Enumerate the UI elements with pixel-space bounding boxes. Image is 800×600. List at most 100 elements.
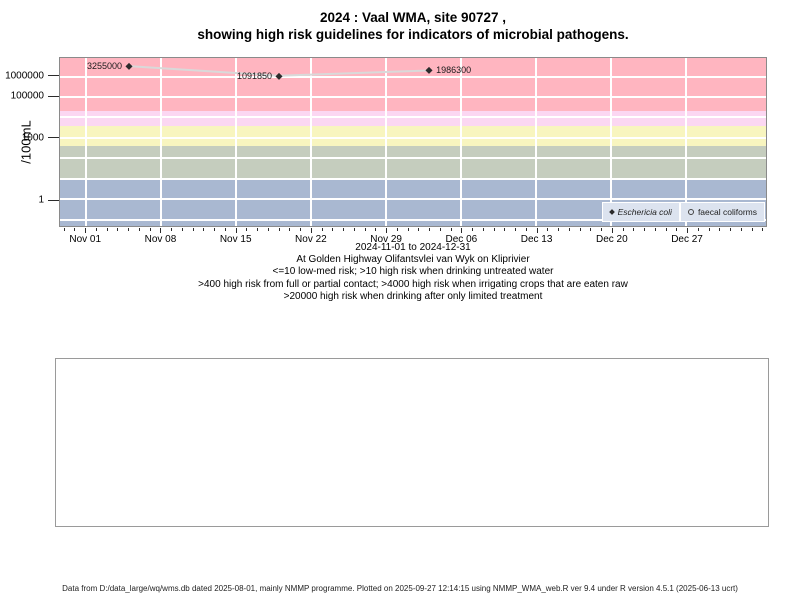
- x-axis-minor-tick: [762, 228, 764, 231]
- x-axis-major-tick: [536, 228, 538, 233]
- y-axis-tick-label: 1000: [21, 132, 44, 144]
- chart-title: 2024 : Vaal WMA, site 90727 , showing hi…: [59, 9, 767, 43]
- vertical-gridline: [685, 58, 688, 226]
- y-axis-tick: [48, 75, 59, 77]
- data-point-label: 3255000: [86, 61, 122, 72]
- x-axis-tick-label: Dec 13: [520, 234, 553, 245]
- x-axis-major-tick: [160, 228, 162, 233]
- x-axis-minor-tick: [590, 228, 592, 231]
- y-axis-tick: [48, 137, 59, 139]
- x-axis-minor-tick: [278, 228, 280, 231]
- x-axis-minor-tick: [579, 228, 581, 231]
- horizontal-gridline: [60, 157, 766, 160]
- x-axis-minor-tick: [515, 228, 517, 231]
- x-axis-minor-tick: [95, 228, 97, 231]
- x-axis-tick-label: Nov 29: [370, 234, 402, 245]
- chart-title-line1: 2024 : Vaal WMA, site 90727 ,: [319, 10, 507, 25]
- x-axis-tick-label: Nov 22: [295, 234, 327, 245]
- x-axis-minor-tick: [192, 228, 194, 231]
- horizontal-gridline: [60, 218, 766, 221]
- x-axis-minor-tick: [439, 228, 441, 231]
- x-axis-minor-tick: [138, 228, 140, 231]
- x-axis-major-tick: [85, 228, 87, 233]
- x-axis-minor-tick: [203, 228, 205, 231]
- x-axis-minor-tick: [740, 228, 742, 231]
- x-axis-tick-label: Nov 01: [69, 234, 102, 245]
- x-axis-minor-tick: [396, 228, 398, 231]
- x-axis-minor-tick: [493, 228, 495, 231]
- x-axis-minor-tick: [149, 228, 151, 231]
- x-axis-minor-tick: [697, 228, 699, 231]
- plot-area: Eschericia coli faecal coliforms 3255000…: [59, 57, 767, 227]
- y-axis: 1000000 100000 1000 1: [0, 57, 59, 227]
- x-axis-major-tick: [235, 228, 237, 233]
- x-axis-minor-tick: [482, 228, 484, 231]
- x-axis: Nov 01 Nov 08 Nov 15 Nov 22 Nov 29 Dec 06 Dec …: [59, 227, 767, 257]
- x-axis-minor-tick: [568, 228, 570, 231]
- x-axis-minor-tick: [300, 228, 302, 231]
- x-axis-minor-tick: [343, 228, 345, 231]
- x-axis-minor-tick: [246, 228, 248, 231]
- horizontal-gridline: [60, 75, 766, 78]
- x-axis-minor-tick: [472, 228, 474, 231]
- legend-item-faecal-coliforms: faecal coliforms: [679, 202, 765, 222]
- data-point-label: 1091850: [236, 70, 273, 81]
- vertical-gridline: [310, 58, 313, 226]
- x-axis-minor-tick: [117, 228, 119, 231]
- vertical-gridline: [235, 58, 238, 226]
- x-axis-minor-tick: [353, 228, 355, 231]
- x-axis-minor-tick: [171, 228, 173, 231]
- legend-label-faecal-coliforms: faecal coliforms: [697, 207, 757, 217]
- x-axis-minor-tick: [558, 228, 560, 231]
- vertical-gridline: [610, 58, 613, 226]
- x-axis-minor-tick: [74, 228, 76, 231]
- x-axis-minor-tick: [633, 228, 635, 231]
- caption-block: 2024-11-01 to 2024-12-31 At Golden Highw…: [59, 242, 767, 303]
- legend-label-ecoli: Eschericia coli: [617, 207, 672, 217]
- x-axis-major-tick: [611, 228, 613, 233]
- x-axis-major-tick: [687, 228, 689, 233]
- x-axis-minor-tick: [751, 228, 753, 231]
- y-axis-tick: [48, 95, 59, 97]
- x-axis-minor-tick: [214, 228, 216, 231]
- x-axis-minor-tick: [730, 228, 732, 231]
- chart-title-line2: showing high risk guidelines for indicat…: [197, 27, 629, 42]
- x-axis-minor-tick: [332, 228, 334, 231]
- horizontal-gridline: [60, 116, 766, 119]
- y-axis-tick: [48, 199, 59, 201]
- x-axis-major-tick: [461, 228, 463, 233]
- vertical-gridline: [535, 58, 538, 226]
- caption-risk-line2: >400 high risk from full or partial cont…: [198, 278, 628, 290]
- x-axis-minor-tick: [128, 228, 130, 231]
- x-axis-minor-tick: [622, 228, 624, 231]
- risk-band: [60, 58, 766, 112]
- open-circle-icon: [687, 209, 694, 215]
- x-axis-minor-tick: [364, 228, 366, 231]
- x-axis-minor-tick: [450, 228, 452, 231]
- y-axis-tick-label: 1: [38, 194, 44, 206]
- x-axis-minor-tick: [375, 228, 377, 231]
- x-axis-tick-label: Nov 15: [219, 234, 252, 245]
- x-axis-minor-tick: [547, 228, 549, 231]
- x-axis-minor-tick: [106, 228, 108, 231]
- horizontal-gridline: [60, 198, 766, 201]
- footer-provenance-text: Data from D:/data_large/wq/wms.db dated …: [62, 584, 738, 593]
- caption-site-location: At Golden Highway Olifantsvlei van Wyk o…: [296, 254, 530, 266]
- x-axis-minor-tick: [181, 228, 183, 231]
- x-axis-major-tick: [386, 228, 388, 233]
- x-axis-minor-tick: [676, 228, 678, 231]
- empty-panel: [55, 358, 769, 527]
- vertical-gridline: [385, 58, 388, 226]
- x-axis-tick-label: Dec 06: [445, 234, 478, 245]
- horizontal-gridline: [60, 177, 766, 180]
- x-axis-minor-tick: [429, 228, 431, 231]
- x-axis-minor-tick: [321, 228, 323, 231]
- x-axis-minor-tick: [708, 228, 710, 231]
- x-axis-tick-label: Nov 08: [144, 234, 177, 245]
- caption-date-range: 2024-11-01 to 2024-12-31: [355, 242, 471, 253]
- x-axis-tick-label: Dec 20: [595, 234, 628, 245]
- filled-diamond-icon: [608, 209, 615, 215]
- y-axis-tick-label: 100000: [10, 90, 44, 102]
- y-axis-tick-label: 1000000: [5, 70, 44, 82]
- x-axis-minor-tick: [267, 228, 269, 231]
